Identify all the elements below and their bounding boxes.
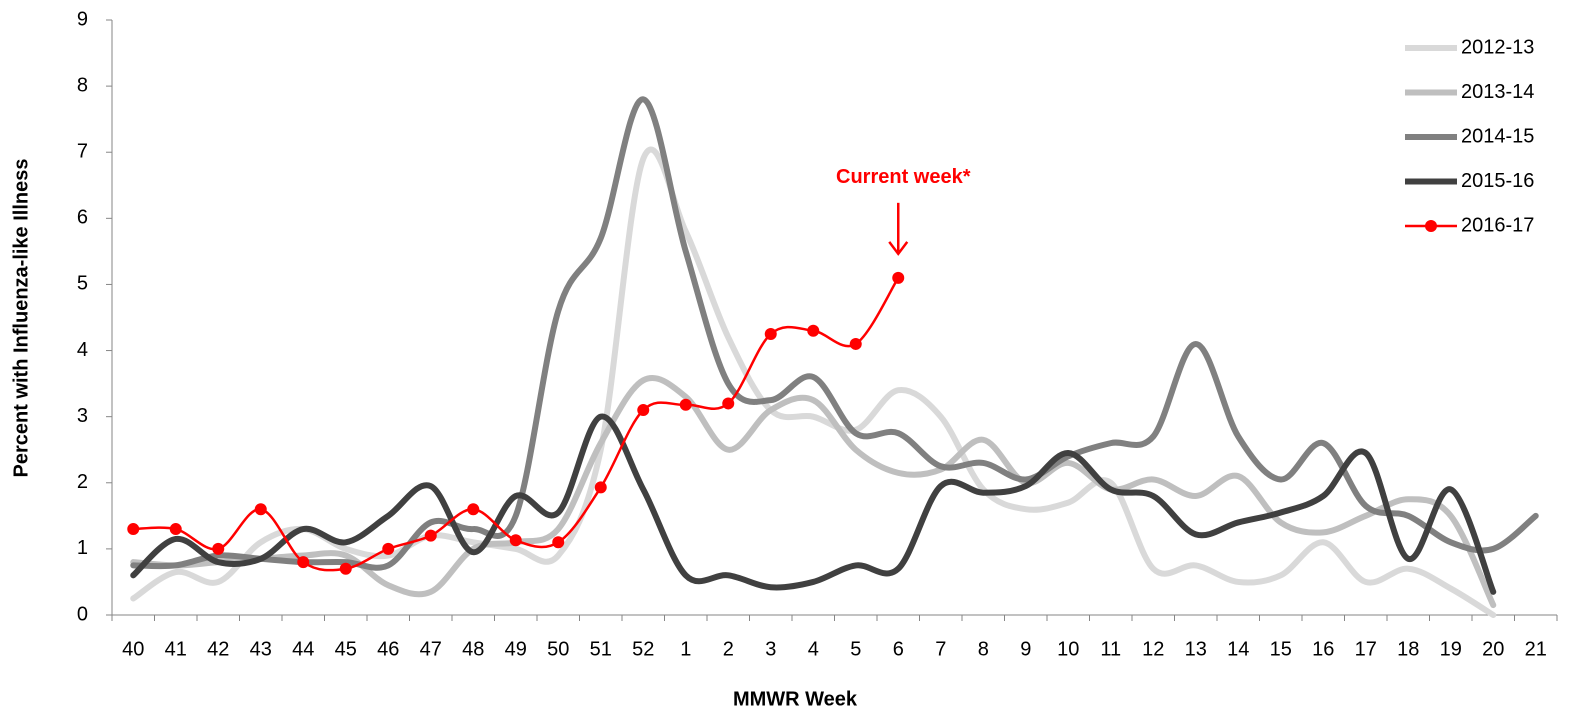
x-tick-label: 51	[590, 638, 612, 660]
series-marker	[764, 328, 777, 341]
y-tick-label: 8	[77, 74, 88, 96]
x-tick-label: 52	[632, 638, 654, 660]
series-marker	[679, 398, 692, 411]
series-marker	[467, 503, 480, 516]
x-tick-label: 6	[893, 638, 904, 660]
legend-label: 2013-14	[1461, 81, 1534, 103]
legend-label: 2012-13	[1461, 36, 1534, 58]
x-tick-label: 40	[122, 638, 144, 660]
y-tick-label: 1	[77, 537, 88, 559]
x-tick-label: 47	[420, 638, 442, 660]
y-tick-label: 0	[77, 603, 88, 625]
x-tick-label: 49	[505, 638, 527, 660]
y-tick-label: 7	[77, 141, 88, 163]
series-marker	[297, 556, 310, 569]
x-tick-label: 9	[1020, 638, 1031, 660]
x-tick-label: 46	[377, 638, 399, 660]
x-tick-label: 42	[207, 638, 229, 660]
series-line	[130, 96, 1539, 571]
x-tick-label: 15	[1270, 638, 1292, 660]
x-tick-label: 13	[1185, 638, 1207, 660]
series-marker	[169, 523, 182, 536]
x-tick-label: 48	[462, 638, 484, 660]
series-marker	[509, 534, 522, 547]
series-line	[130, 146, 1497, 618]
series-marker	[424, 529, 437, 542]
x-tick-label: 3	[765, 638, 776, 660]
series-marker	[212, 542, 225, 555]
series-marker	[552, 536, 565, 549]
x-tick-label: 20	[1482, 638, 1504, 660]
x-tick-label: 19	[1440, 638, 1462, 660]
x-tick-label: 45	[335, 638, 357, 660]
x-tick-label: 10	[1057, 638, 1079, 660]
series-marker	[382, 542, 395, 555]
x-tick-label: 17	[1355, 638, 1377, 660]
series-marker	[807, 324, 820, 337]
x-tick-label: 5	[850, 638, 861, 660]
series-marker	[637, 404, 650, 417]
legend-label: 2014-15	[1461, 125, 1534, 147]
series-marker	[849, 337, 862, 350]
legend-marker	[1425, 220, 1437, 232]
series-marker	[254, 503, 267, 516]
x-tick-label: 8	[978, 638, 989, 660]
x-tick-label: 18	[1397, 638, 1419, 660]
y-tick-label: 9	[77, 8, 88, 30]
x-tick-label: 2	[723, 638, 734, 660]
x-tick-label: 43	[250, 638, 272, 660]
series-marker	[127, 523, 140, 536]
series-line	[130, 413, 1497, 595]
y-axis-title: Percent with Influenza-like Illness	[10, 159, 32, 478]
x-tick-label: 4	[808, 638, 819, 660]
y-tick-label: 2	[77, 471, 88, 493]
y-tick-label: 5	[77, 273, 88, 295]
y-tick-label: 3	[77, 405, 88, 427]
y-tick-label: 4	[77, 339, 88, 361]
x-tick-label: 21	[1525, 638, 1547, 660]
legend-label: 2016-17	[1461, 214, 1534, 236]
x-tick-label: 14	[1227, 638, 1249, 660]
x-tick-label: 44	[292, 638, 314, 660]
annotation: Current week*	[836, 166, 971, 188]
x-tick-label: 7	[935, 638, 946, 660]
series-marker	[339, 562, 352, 575]
x-tick-label: 11	[1100, 638, 1121, 660]
x-tick-label: 1	[680, 638, 691, 660]
annotation-arrowhead	[888, 241, 909, 256]
x-tick-label: 50	[547, 638, 569, 660]
y-tick-label: 6	[77, 207, 88, 229]
series-marker	[722, 397, 735, 410]
x-tick-label: 16	[1312, 638, 1334, 660]
x-tick-label: 12	[1142, 638, 1164, 660]
legend-label: 2015-16	[1461, 170, 1534, 192]
series-line	[132, 276, 900, 572]
x-tick-label: 41	[165, 638, 187, 660]
series-marker	[594, 481, 607, 494]
series-marker	[892, 271, 905, 284]
x-axis-title: MMWR Week	[733, 688, 858, 710]
